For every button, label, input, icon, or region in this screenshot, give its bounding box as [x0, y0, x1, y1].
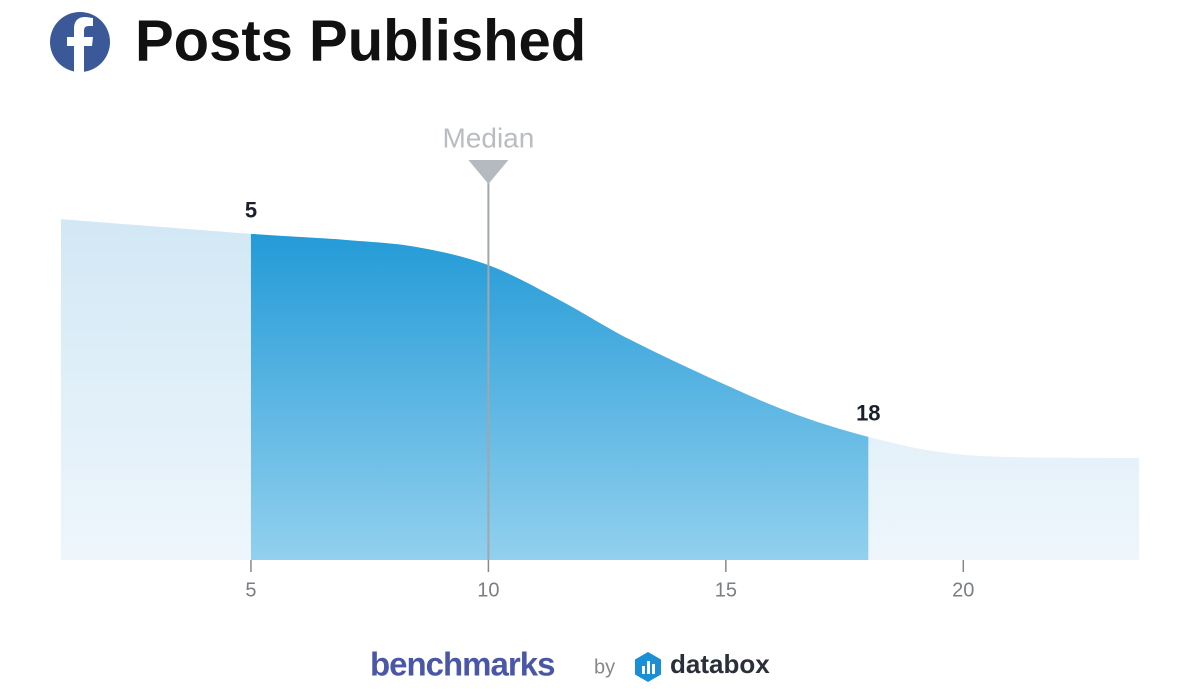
highlight-area [250, 233, 869, 560]
footer-by: by [594, 656, 615, 678]
x-tick-label: 5 [245, 579, 256, 601]
x-tick-label: 10 [477, 579, 499, 601]
plot: 5 18 5 10 15 20 Median [61, 122, 1139, 601]
footer-brand: benchmarks [370, 646, 554, 683]
highlight-label: 5 [245, 198, 257, 223]
highlight-label: 18 [856, 401, 880, 426]
median-marker [468, 160, 509, 184]
facebook-icon [50, 12, 110, 72]
footer-partner: databox [670, 649, 770, 679]
x-tick-label: 15 [715, 579, 737, 601]
median-label: Median [442, 122, 534, 153]
chart-title: Posts Published [135, 8, 586, 73]
x-tick-label: 20 [952, 579, 974, 601]
footer: benchmarks by databox [370, 646, 770, 683]
